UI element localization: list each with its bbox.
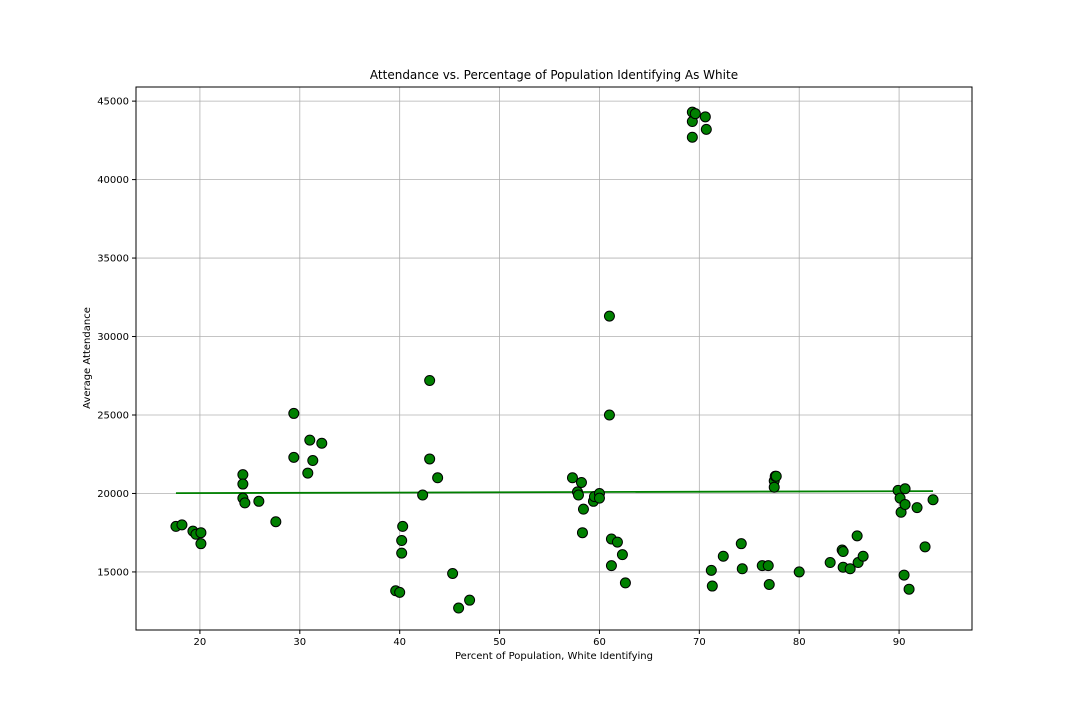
data-point <box>566 472 578 484</box>
trend-line-segment <box>175 490 934 495</box>
data-point <box>735 538 747 550</box>
data-point <box>396 535 408 547</box>
data-point <box>575 476 587 488</box>
data-point <box>464 594 476 606</box>
data-point <box>424 374 436 386</box>
data-point <box>919 541 931 553</box>
data-point <box>447 568 459 580</box>
chart-title: Attendance vs. Percentage of Population … <box>370 68 738 82</box>
y-tick-label: 20000 <box>97 489 129 500</box>
data-point <box>307 455 319 467</box>
y-tick-label: 35000 <box>97 254 129 265</box>
data-point <box>237 469 249 481</box>
data-point <box>316 437 328 449</box>
data-point <box>705 564 717 576</box>
plot-frame <box>135 86 973 631</box>
data-point <box>253 495 265 507</box>
data-point <box>396 547 408 559</box>
data-point <box>176 519 188 531</box>
x-tick-label: 70 <box>693 637 706 648</box>
data-points <box>170 106 939 614</box>
data-point <box>603 409 615 421</box>
data-point <box>898 569 910 581</box>
data-point <box>770 470 782 482</box>
x-axis-label: Percent of Population, White Identifying <box>455 651 653 662</box>
y-axis-ticks: 15000 20000 25000 30000 35000 40000 45000 <box>97 97 136 578</box>
data-point <box>768 481 780 493</box>
x-tick-label: 40 <box>393 637 406 648</box>
data-point <box>417 489 429 501</box>
data-point <box>593 492 605 504</box>
data-point <box>851 530 863 542</box>
data-point <box>397 520 409 532</box>
data-point <box>619 577 631 589</box>
data-point <box>270 516 282 528</box>
data-point <box>603 310 615 322</box>
data-point <box>793 566 805 578</box>
y-tick-label: 25000 <box>97 410 129 421</box>
data-point <box>237 478 249 490</box>
data-point <box>927 494 939 506</box>
data-point <box>195 538 207 550</box>
grid <box>136 87 972 630</box>
data-point <box>302 467 314 479</box>
data-point <box>837 546 849 558</box>
data-point <box>899 483 911 495</box>
x-tick-label: 90 <box>893 637 906 648</box>
x-tick-label: 80 <box>793 637 806 648</box>
data-point <box>857 550 869 562</box>
y-tick-label: 45000 <box>97 97 129 108</box>
x-tick-label: 60 <box>593 637 606 648</box>
data-point <box>195 527 207 539</box>
data-point <box>239 497 251 509</box>
x-tick-label: 30 <box>293 637 306 648</box>
data-point <box>686 131 698 143</box>
y-tick-label: 15000 <box>97 567 129 578</box>
data-point <box>577 503 589 515</box>
x-tick-label: 20 <box>194 637 207 648</box>
x-axis-ticks: 20 30 40 50 60 70 80 90 <box>194 630 906 648</box>
data-point <box>844 563 856 575</box>
data-point <box>572 489 584 501</box>
data-point <box>304 434 316 446</box>
data-point <box>903 583 915 595</box>
trend-line <box>175 490 934 495</box>
data-point <box>616 549 628 561</box>
data-point <box>699 111 711 123</box>
data-point <box>762 560 774 572</box>
y-axis-label: Average Attendance <box>82 307 93 409</box>
data-point <box>899 498 911 510</box>
data-point <box>824 557 836 569</box>
data-point <box>432 472 444 484</box>
data-point <box>700 123 712 135</box>
y-tick-label: 30000 <box>97 332 129 343</box>
data-point <box>288 451 300 463</box>
data-point <box>605 560 617 572</box>
data-point <box>763 578 775 590</box>
data-point <box>611 536 623 548</box>
data-point <box>736 563 748 575</box>
y-tick-label: 40000 <box>97 175 129 186</box>
data-point <box>394 586 406 598</box>
data-point <box>288 407 300 419</box>
data-point <box>576 527 588 539</box>
data-point <box>911 502 923 514</box>
data-point <box>706 580 718 592</box>
x-tick-label: 50 <box>493 637 506 648</box>
data-point <box>424 453 436 465</box>
data-point <box>453 602 465 614</box>
data-point <box>717 550 729 562</box>
data-point <box>689 108 701 120</box>
